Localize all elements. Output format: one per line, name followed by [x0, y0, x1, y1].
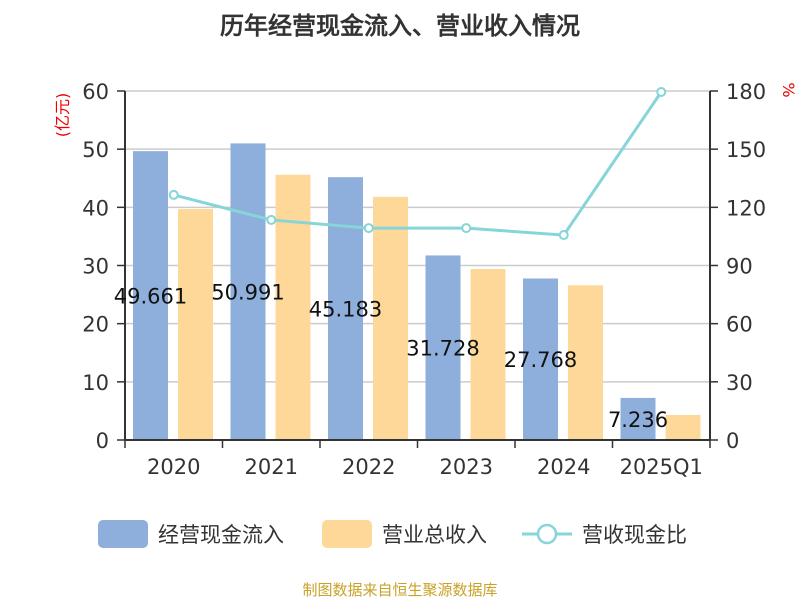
- y-right-tick-label: 120: [726, 196, 766, 220]
- bar-revenue: [373, 196, 408, 440]
- bar-data-label: 45.183: [309, 298, 382, 322]
- chart-title: 历年经营现金流入、营业收入情况: [220, 12, 580, 40]
- bar-data-label: 50.991: [211, 281, 284, 305]
- x-tick-label: 2022: [342, 455, 395, 479]
- ratio-point: [461, 223, 472, 234]
- bar-cash-inflow: [425, 255, 461, 440]
- legend-label: 经营现金流入: [158, 523, 284, 547]
- y-left-tick-label: 60: [82, 80, 109, 104]
- x-tick-label: 2023: [440, 455, 493, 479]
- y-right-tick-label: 180: [726, 80, 766, 104]
- legend-swatch-revenue: [322, 520, 372, 548]
- ratio-point: [656, 86, 667, 97]
- bar-cash-inflow: [328, 177, 363, 440]
- y-left-tick-label: 50: [82, 138, 109, 162]
- bar-cash-inflow: [133, 151, 168, 440]
- bar-cash-inflow: [230, 143, 266, 440]
- bar-data-label: 49.661: [114, 285, 187, 309]
- source-note: 制图数据来自恒生聚源数据库: [302, 581, 497, 599]
- bar-revenue: [568, 285, 603, 440]
- legend-swatch-cash-inflow: [98, 520, 148, 548]
- y-right-tick-label: 90: [726, 255, 753, 279]
- y-left-tick-label: 0: [96, 429, 109, 453]
- y-left-label: (亿元): [53, 93, 72, 138]
- y-left-tick-label: 10: [82, 371, 109, 395]
- bar-cash-inflow: [523, 278, 558, 440]
- legend-label: 营收现金比: [582, 523, 687, 547]
- y-left-tick-label: 30: [82, 255, 109, 279]
- bar-revenue: [470, 268, 506, 440]
- ratio-point: [363, 223, 374, 234]
- x-tick-label: 2021: [245, 455, 298, 479]
- x-tick-label: 2024: [537, 455, 590, 479]
- bar-revenue: [275, 174, 311, 440]
- y-right-tick-label: 30: [726, 371, 753, 395]
- legend-label: 营业总收入: [382, 523, 487, 547]
- bar-data-label: 7.236: [608, 408, 668, 432]
- y-right-tick-label: 60: [726, 313, 753, 337]
- y-right-tick-label: 150: [726, 138, 766, 162]
- ratio-point: [558, 230, 569, 241]
- x-tick-label: 2025Q1: [620, 455, 703, 479]
- bar-cash-inflow: [620, 397, 656, 440]
- y-right-label: %: [779, 82, 798, 97]
- legend-swatch-ratio-marker: [536, 523, 558, 545]
- bar-data-label: 27.768: [504, 348, 577, 372]
- ratio-point: [266, 214, 277, 225]
- y-right-tick-label: 0: [726, 429, 739, 453]
- y-left-tick-label: 20: [82, 313, 109, 337]
- x-tick-label: 2020: [147, 455, 200, 479]
- bar-revenue: [178, 209, 213, 440]
- ratio-point: [168, 189, 179, 200]
- y-left-tick-label: 40: [82, 196, 109, 220]
- ratio-line: [173, 91, 663, 237]
- bar-revenue: [665, 414, 701, 440]
- bar-data-label: 31.728: [406, 337, 479, 361]
